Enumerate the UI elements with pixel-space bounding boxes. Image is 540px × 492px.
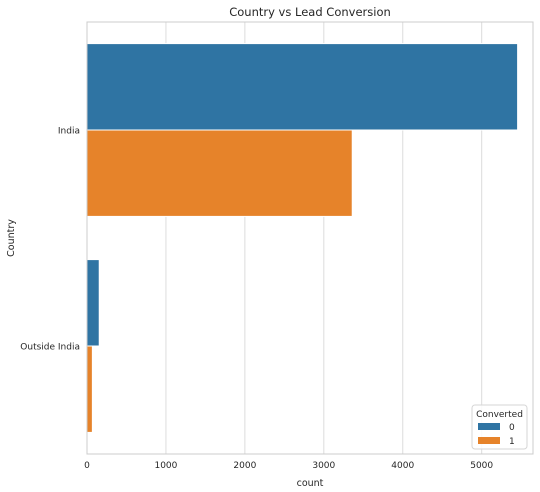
x-tick-label: 2000	[233, 461, 256, 471]
x-axis-label: count	[297, 478, 324, 489]
x-tick-labels: 0 1000 2000 3000 4000 5000	[84, 461, 493, 471]
bar	[86, 43, 519, 131]
legend-label-0: 0	[509, 423, 515, 433]
legend-title: Converted	[476, 410, 523, 420]
y-axis-label: Country	[6, 219, 17, 257]
legend-swatch-0	[478, 423, 500, 430]
bars-group	[86, 43, 519, 433]
chart-title: Country vs Lead Conversion	[229, 5, 391, 19]
x-tick-label: 5000	[470, 461, 493, 471]
y-tick-label: Outside India	[20, 343, 80, 353]
bar	[86, 259, 100, 347]
x-tick-label: 4000	[391, 461, 414, 471]
legend-swatch-1	[478, 437, 500, 444]
legend: Converted 0 1	[471, 404, 528, 450]
plot-frame	[86, 21, 534, 455]
x-tick-label: 0	[84, 461, 90, 471]
y-tick-label: India	[58, 127, 80, 137]
bar	[86, 129, 353, 217]
x-tick-label: 1000	[154, 461, 177, 471]
y-tick-labels: India Outside India	[20, 127, 80, 353]
bar	[86, 345, 93, 433]
legend-label-1: 1	[509, 437, 515, 447]
x-tick-label: 3000	[312, 461, 335, 471]
